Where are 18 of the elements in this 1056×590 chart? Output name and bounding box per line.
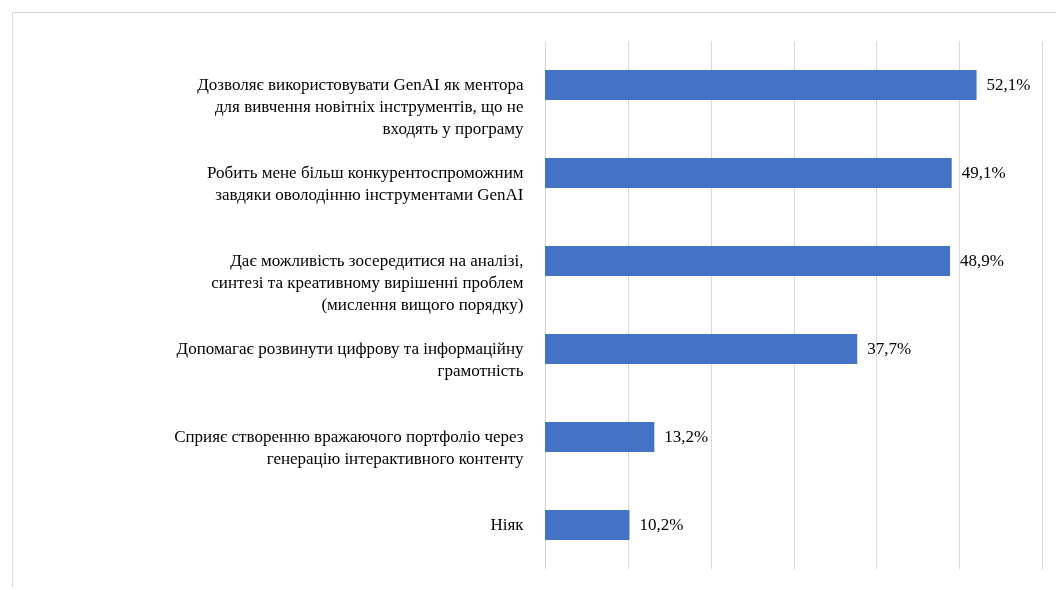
bar xyxy=(545,70,977,100)
y-tick-label: Дає можливість зосередитися на аналізі, синтезі та креативному вирішенні проблем (мислення вищого порядку) xyxy=(211,251,524,314)
y-tick-label: Дозволяє використовувати GenAI як ментора для вивчення новітніх інструментів, що не входять у програму xyxy=(197,75,524,138)
data-label: 10,2% xyxy=(639,515,684,534)
bar xyxy=(545,422,655,452)
data-label: 48,9% xyxy=(960,251,1004,270)
y-tick-label: Робить мене більш конкурентоспроможним завдяки оволодінню інструментами GenAI xyxy=(207,163,524,204)
data-label: 49,1% xyxy=(961,163,1006,182)
data-label: 13,2% xyxy=(664,427,709,446)
bar xyxy=(545,246,951,276)
data-label: 37,7% xyxy=(867,339,912,358)
y-tick-label: Ніяк xyxy=(490,515,525,534)
y-tick-label: Сприяє створенню вражаючого портфоліо через генерацію інтерактивного контенту xyxy=(174,427,524,468)
bar xyxy=(545,510,630,540)
bar xyxy=(545,158,952,188)
bar xyxy=(545,334,858,364)
y-tick-label: Допомагає розвинути цифрову та інформаційну грамотність xyxy=(176,339,524,380)
data-label: 52,1% xyxy=(986,75,1031,94)
